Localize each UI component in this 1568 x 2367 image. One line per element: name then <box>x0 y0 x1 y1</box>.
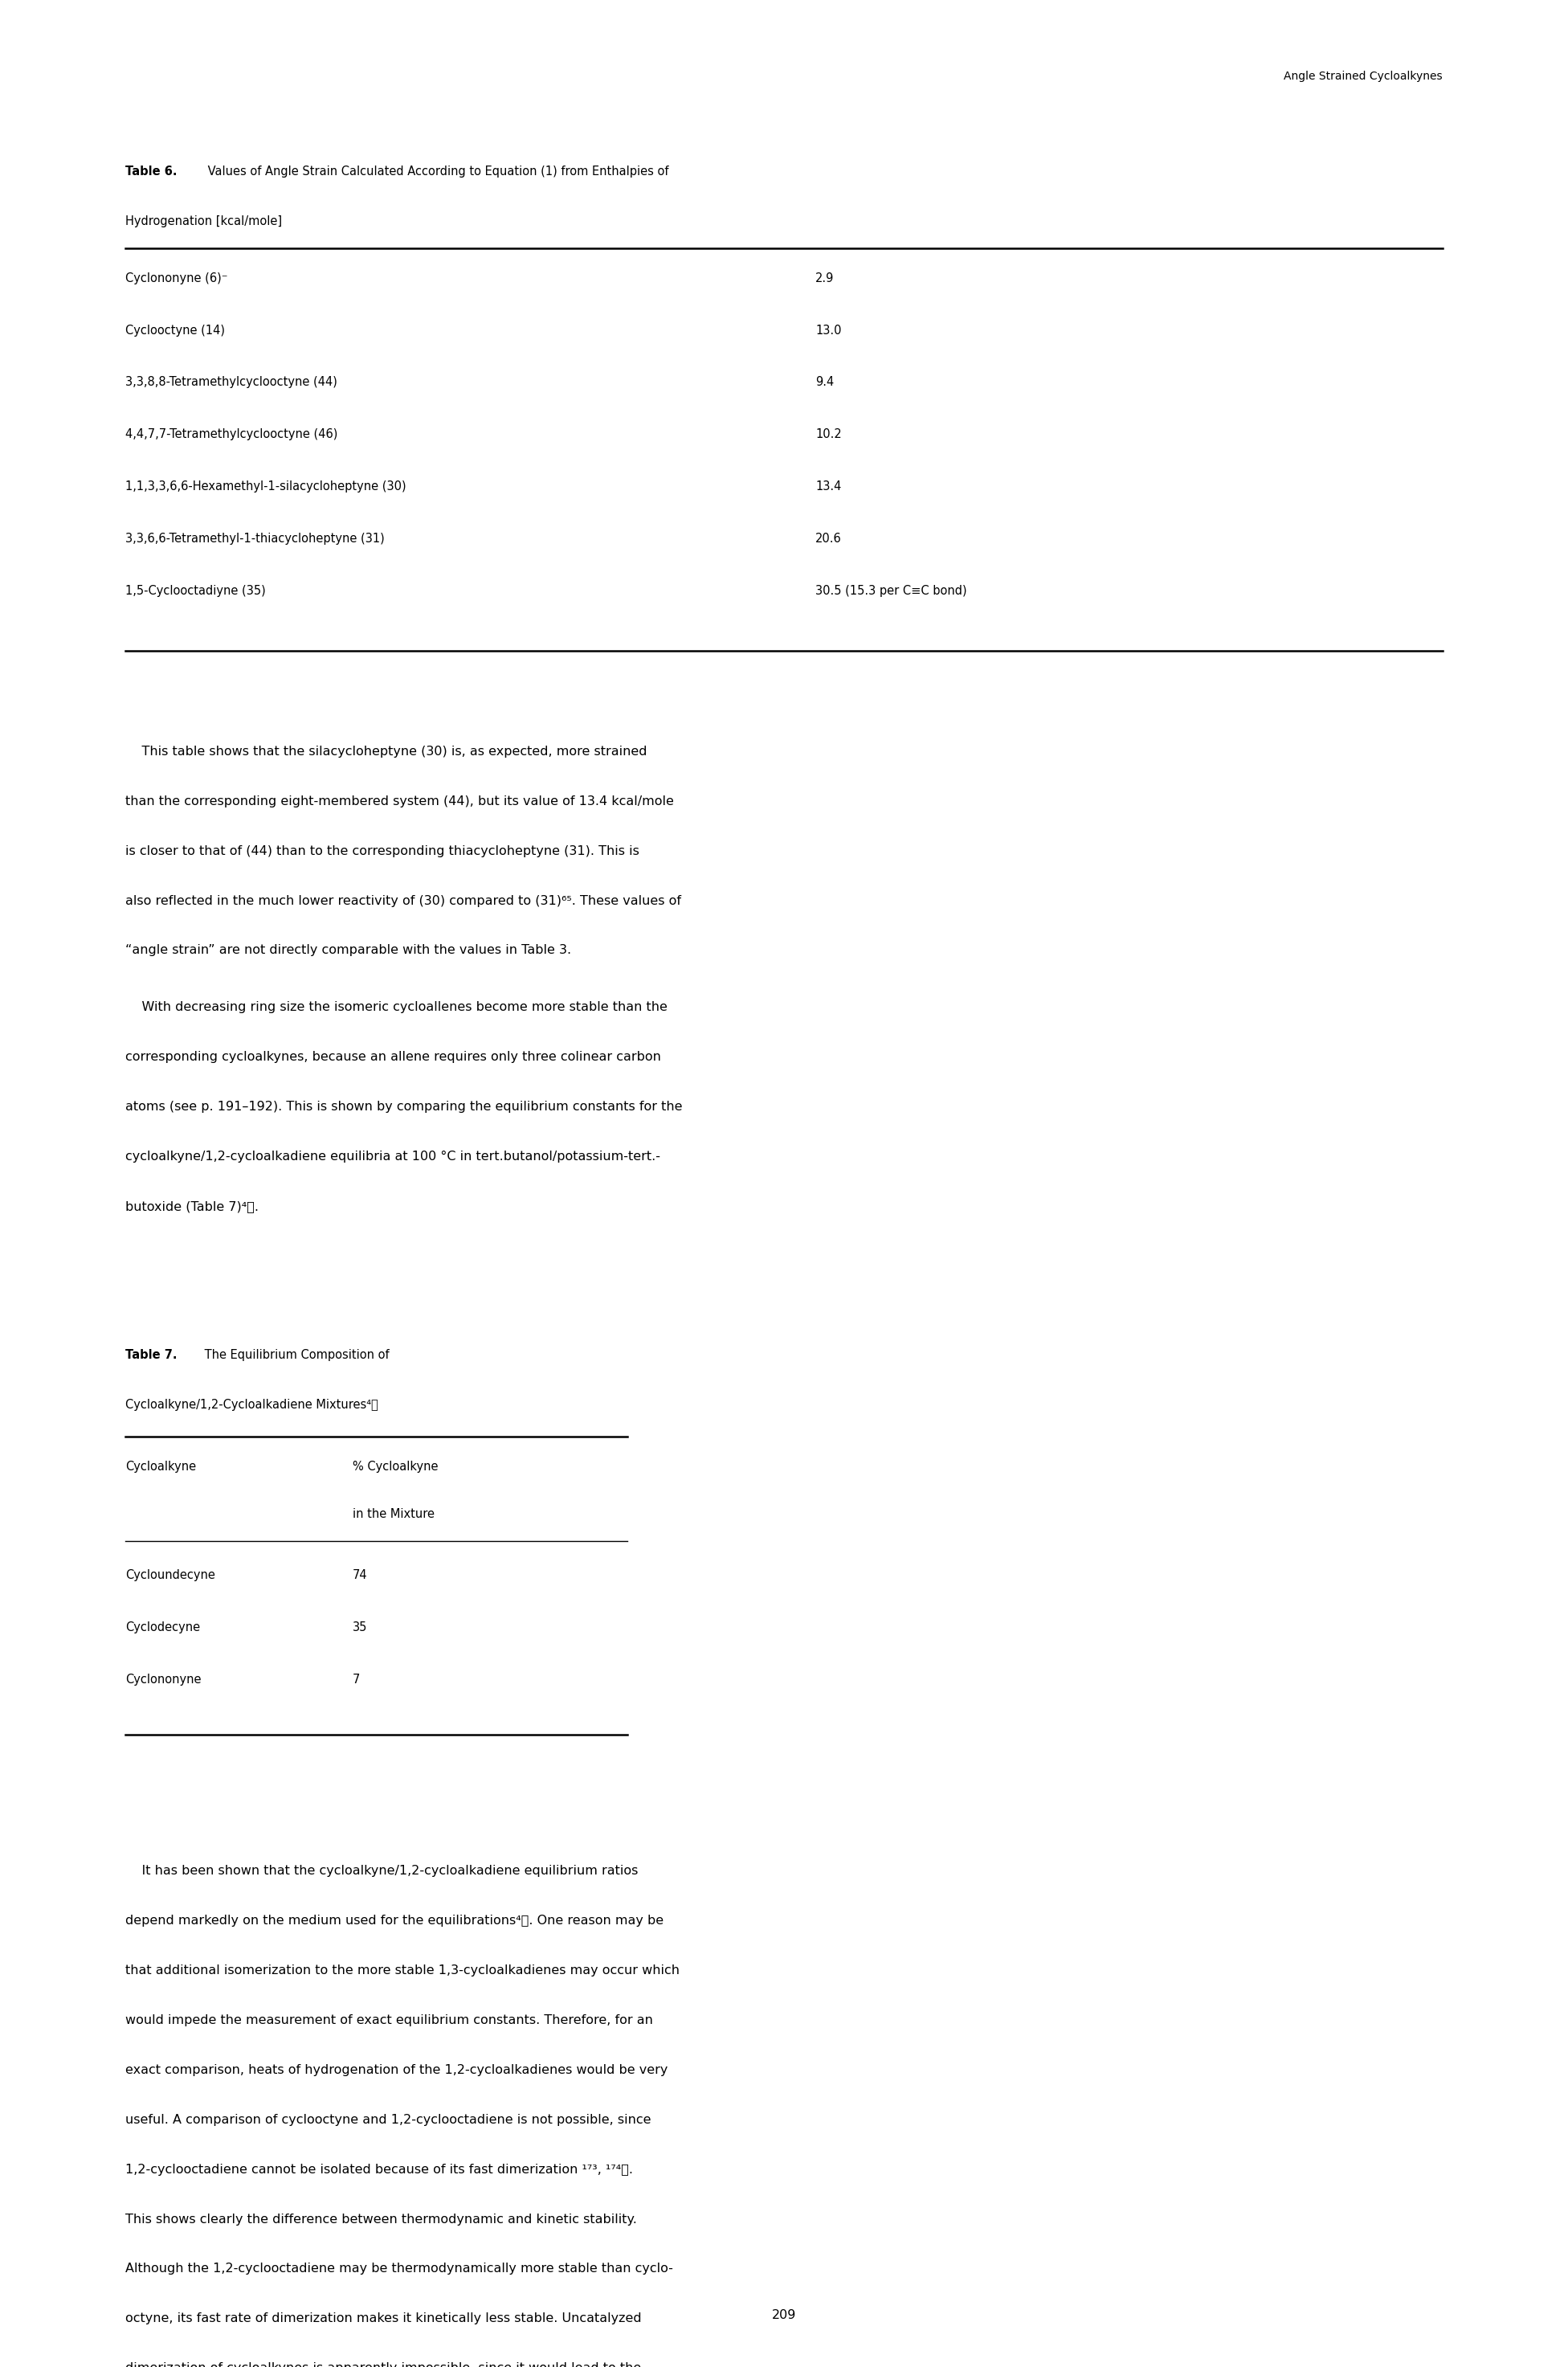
Text: Table 7.: Table 7. <box>125 1349 177 1361</box>
Text: Cyclooctyne (14): Cyclooctyne (14) <box>125 324 226 336</box>
Text: corresponding cycloalkynes, because an allene requires only three colinear carbo: corresponding cycloalkynes, because an a… <box>125 1051 662 1063</box>
Text: This shows clearly the difference between thermodynamic and kinetic stability.: This shows clearly the difference betwee… <box>125 2213 637 2225</box>
Text: 1,2-cyclooctadiene cannot be isolated because of its fast dimerization ¹⁷³, ¹⁷⁴⧀: 1,2-cyclooctadiene cannot be isolated be… <box>125 2163 633 2175</box>
Text: also reflected in the much lower reactivity of (30) compared to (31)⁶⁵. These va: also reflected in the much lower reactiv… <box>125 895 682 907</box>
Text: Cycloalkyne: Cycloalkyne <box>125 1460 196 1472</box>
Text: dimerization of cycloalkynes is apparently impossible, since it would lead to th: dimerization of cycloalkynes is apparent… <box>125 2362 641 2367</box>
Text: useful. A comparison of cyclooctyne and 1,2-cyclooctadiene is not possible, sinc: useful. A comparison of cyclooctyne and … <box>125 2114 651 2126</box>
Text: This table shows that the silacycloheptyne (30) is, as expected, more strained: This table shows that the silacyclohepty… <box>125 746 648 757</box>
Text: Table 6.: Table 6. <box>125 166 177 178</box>
Text: atoms (see p. 191–192). This is shown by comparing the equilibrium constants for: atoms (see p. 191–192). This is shown by… <box>125 1101 682 1112</box>
Text: exact comparison, heats of hydrogenation of the 1,2-cycloalkadienes would be ver: exact comparison, heats of hydrogenation… <box>125 2064 668 2076</box>
Text: 2.9: 2.9 <box>815 272 834 284</box>
Text: Cyclononyne (6)⁻: Cyclononyne (6)⁻ <box>125 272 227 284</box>
Text: Although the 1,2-cyclooctadiene may be thermodynamically more stable than cyclo-: Although the 1,2-cyclooctadiene may be t… <box>125 2263 673 2275</box>
Text: 13.0: 13.0 <box>815 324 842 336</box>
Text: that additional isomerization to the more stable 1,3-cycloalkadienes may occur w: that additional isomerization to the mor… <box>125 1965 679 1976</box>
Text: It has been shown that the cycloalkyne/1,2-cycloalkadiene equilibrium ratios: It has been shown that the cycloalkyne/1… <box>125 1865 638 1877</box>
Text: would impede the measurement of exact equilibrium constants. Therefore, for an: would impede the measurement of exact eq… <box>125 2014 654 2026</box>
Text: 10.2: 10.2 <box>815 428 842 440</box>
Text: 20.6: 20.6 <box>815 533 842 544</box>
Text: 1,1,3,3,6,6-Hexamethyl-1-silacycloheptyne (30): 1,1,3,3,6,6-Hexamethyl-1-silacycloheptyn… <box>125 481 406 492</box>
Text: Cyclodecyne: Cyclodecyne <box>125 1621 201 1633</box>
Text: in the Mixture: in the Mixture <box>353 1508 434 1520</box>
Text: butoxide (Table 7)⁴⧀.: butoxide (Table 7)⁴⧀. <box>125 1200 259 1212</box>
Text: % Cycloalkyne: % Cycloalkyne <box>353 1460 439 1472</box>
Text: depend markedly on the medium used for the equilibrations⁴⧀. One reason may be: depend markedly on the medium used for t… <box>125 1915 663 1927</box>
Text: Cycloalkyne/1,2-Cycloalkadiene Mixtures⁴⧀: Cycloalkyne/1,2-Cycloalkadiene Mixtures⁴… <box>125 1399 378 1411</box>
Text: “angle strain” are not directly comparable with the values in Table 3.: “angle strain” are not directly comparab… <box>125 944 571 956</box>
Text: With decreasing ring size the isomeric cycloallenes become more stable than the: With decreasing ring size the isomeric c… <box>125 1001 668 1013</box>
Text: 9.4: 9.4 <box>815 376 834 388</box>
Text: 4,4,7,7-Tetramethylcyclooctyne (46): 4,4,7,7-Tetramethylcyclooctyne (46) <box>125 428 337 440</box>
Text: 3,3,8,8-Tetramethylcyclooctyne (44): 3,3,8,8-Tetramethylcyclooctyne (44) <box>125 376 337 388</box>
Text: 13.4: 13.4 <box>815 481 842 492</box>
Text: 3,3,6,6-Tetramethyl-1-thiacycloheptyne (31): 3,3,6,6-Tetramethyl-1-thiacycloheptyne (… <box>125 533 384 544</box>
Text: Angle Strained Cycloalkynes: Angle Strained Cycloalkynes <box>1284 71 1443 83</box>
Text: Cyclononyne: Cyclononyne <box>125 1673 201 1685</box>
Text: The Equilibrium Composition of: The Equilibrium Composition of <box>201 1349 389 1361</box>
Text: cycloalkyne/1,2-cycloalkadiene equilibria at 100 °C in tert.butanol/potassium-te: cycloalkyne/1,2-cycloalkadiene equilibri… <box>125 1150 660 1162</box>
Text: than the corresponding eight-membered system (44), but its value of 13.4 kcal/mo: than the corresponding eight-membered sy… <box>125 795 674 807</box>
Text: 7: 7 <box>353 1673 361 1685</box>
Text: Hydrogenation [kcal/mole]: Hydrogenation [kcal/mole] <box>125 215 282 227</box>
Text: octyne, its fast rate of dimerization makes it kinetically less stable. Uncataly: octyne, its fast rate of dimerization ma… <box>125 2313 641 2324</box>
Text: 209: 209 <box>771 2308 797 2322</box>
Text: Cycloundecyne: Cycloundecyne <box>125 1569 215 1581</box>
Text: Values of Angle Strain Calculated According to Equation (1) from Enthalpies of: Values of Angle Strain Calculated Accord… <box>204 166 668 178</box>
Text: 1,5-Cyclooctadiyne (35): 1,5-Cyclooctadiyne (35) <box>125 585 267 596</box>
Text: 74: 74 <box>353 1569 368 1581</box>
Text: is closer to that of (44) than to the corresponding thiacycloheptyne (31). This : is closer to that of (44) than to the co… <box>125 845 640 857</box>
Text: 30.5 (15.3 per C≡C bond): 30.5 (15.3 per C≡C bond) <box>815 585 967 596</box>
Text: 35: 35 <box>353 1621 367 1633</box>
